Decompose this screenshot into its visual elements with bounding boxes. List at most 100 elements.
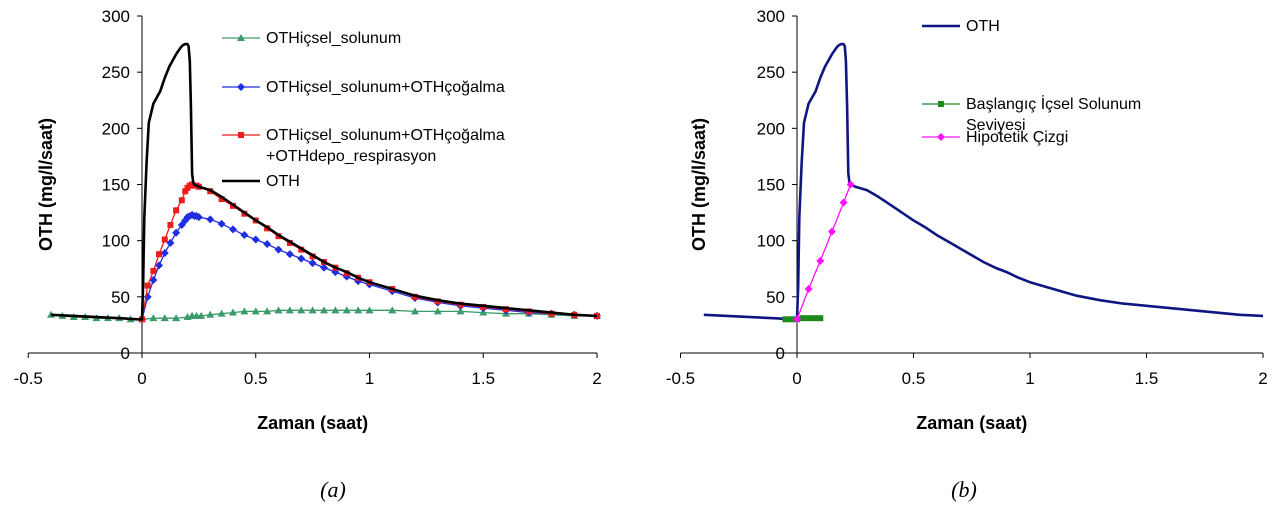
- data-point: [206, 310, 215, 318]
- chart-b: 0 50 100 150 200 250 300 -0.5 0 0.5 1 1.5 2 Zaman (sa…: [666, 7, 1268, 502]
- x-tick-label: 0: [137, 369, 146, 388]
- data-point: [144, 282, 151, 289]
- data-point: [197, 311, 206, 319]
- data-point: [285, 250, 294, 259]
- data-point: [297, 254, 306, 263]
- chart-caption: (a): [320, 477, 346, 502]
- series-4: [50, 42, 598, 321]
- data-point: [160, 314, 169, 322]
- series-2: [782, 315, 824, 323]
- data-point: [274, 245, 283, 254]
- x-axis-label: Zaman (saat): [257, 413, 368, 433]
- y-tick-label: 200: [102, 119, 130, 138]
- legend: OTHiçsel_solunum OTHiçsel_solunum+OTHçoğa…: [222, 30, 505, 190]
- x-tick-label: 1.5: [471, 369, 495, 388]
- x-tick-label: 0: [792, 369, 801, 388]
- data-point: [308, 259, 317, 268]
- x-tick-label: -0.5: [14, 369, 43, 388]
- data-point: [811, 315, 818, 322]
- y-tick-label: 300: [102, 7, 130, 26]
- y-axis-label: OTH (mg/l/saat): [689, 118, 709, 251]
- data-point: [365, 306, 374, 314]
- data-point: [160, 249, 169, 258]
- data-point: [839, 198, 848, 207]
- data-point: [456, 307, 465, 315]
- y-tick-label: 250: [757, 63, 785, 82]
- legend-label: Başlangıç İçsel Solunum: [966, 94, 1141, 113]
- series-line: [703, 42, 1264, 321]
- data-point: [411, 307, 419, 315]
- legend-label: OTH: [266, 173, 300, 190]
- x-tick-label: 2: [592, 369, 601, 388]
- legend-label: OTH: [966, 18, 1000, 35]
- data-point: [388, 306, 397, 314]
- x-tick-label: 1: [365, 369, 374, 388]
- data-point: [182, 188, 189, 195]
- data-point: [793, 315, 801, 324]
- data-point: [240, 307, 249, 315]
- data-point: [788, 316, 795, 323]
- data-point: [149, 275, 158, 284]
- data-point: [166, 238, 175, 247]
- data-point: [149, 314, 158, 322]
- series-line: [141, 183, 598, 320]
- data-point: [804, 284, 813, 293]
- data-point: [217, 309, 226, 317]
- chart-caption: (b): [951, 477, 977, 502]
- data-point: [816, 256, 825, 265]
- data-point: [161, 236, 168, 243]
- legend-marker: [237, 83, 245, 91]
- data-point: [320, 306, 328, 314]
- x-tick-label: 1: [1025, 369, 1034, 388]
- y-tick-label: 50: [111, 288, 130, 307]
- series-1: [703, 42, 1264, 321]
- data-point: [173, 207, 180, 214]
- legend-marker: [238, 132, 244, 138]
- data-point: [229, 225, 237, 234]
- data-point: [827, 227, 836, 236]
- data-point: [172, 228, 181, 237]
- series-line: [50, 42, 598, 321]
- x-tick-label: 0.5: [902, 369, 926, 388]
- legend: OTH Başlangıç İçsel Solunum SeviyesiHipote…: [922, 18, 1141, 146]
- legend-label: +OTHdepo_respirasyon: [266, 148, 436, 165]
- legend-marker: [237, 34, 245, 41]
- data-point: [846, 180, 855, 189]
- data-point: [240, 231, 249, 240]
- x-axis-label: Zaman (saat): [916, 413, 1027, 433]
- series-line: [796, 184, 852, 320]
- x-tick-label: 2: [1258, 369, 1267, 388]
- y-tick-label: 0: [121, 344, 130, 363]
- x-tick-label: -0.5: [666, 369, 695, 388]
- data-point: [229, 308, 237, 316]
- data-point: [218, 196, 225, 203]
- data-point: [172, 314, 181, 322]
- data-point: [433, 307, 442, 315]
- data-point: [799, 315, 806, 322]
- series-3: [793, 180, 855, 324]
- legend-label: Seviyesi: [966, 117, 1026, 134]
- y-tick-label: 150: [757, 176, 785, 195]
- data-point: [308, 306, 317, 314]
- data-point: [167, 221, 174, 228]
- x-tick-label: 1.5: [1135, 369, 1159, 388]
- legend-label: OTHiçsel_solunum+OTHçoğalma: [266, 127, 505, 144]
- data-point: [274, 306, 283, 314]
- chart-a: 0 50 100 150 200 250 300 -0.5 0 0.5 1 1.5 2 Zaman (sa…: [14, 7, 602, 502]
- data-point: [251, 307, 260, 315]
- y-tick-label: 200: [757, 119, 785, 138]
- data-point: [342, 306, 351, 314]
- data-point: [331, 306, 340, 314]
- data-point: [263, 240, 272, 249]
- legend-label: OTHiçsel_solunum+OTHçoğalma: [266, 79, 505, 96]
- data-point: [285, 306, 294, 314]
- y-tick-label: 0: [776, 344, 785, 363]
- data-point: [150, 267, 157, 274]
- x-tick-label: 0.5: [244, 369, 268, 388]
- y-tick-label: 100: [102, 232, 130, 251]
- y-tick-label: 150: [102, 176, 130, 195]
- data-point: [251, 235, 260, 244]
- legend-label: Hipotetik Çizgi: [966, 129, 1068, 146]
